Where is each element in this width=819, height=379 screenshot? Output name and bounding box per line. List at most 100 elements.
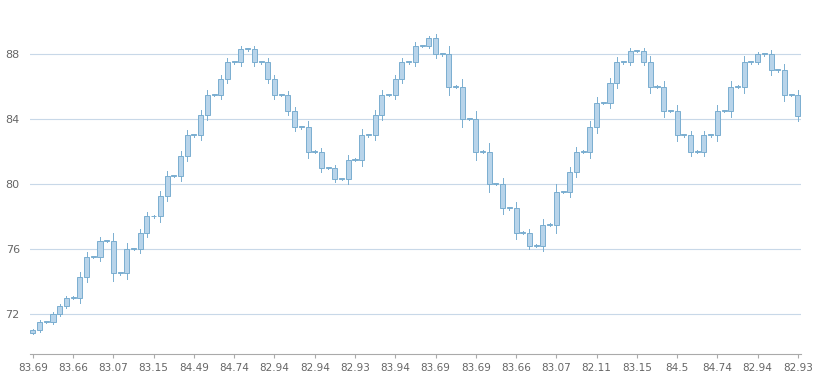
Bar	[211, 94, 216, 95]
Bar	[346, 160, 351, 179]
Bar	[459, 87, 465, 119]
Bar	[587, 127, 592, 152]
Bar	[272, 78, 277, 95]
Bar	[520, 232, 525, 233]
Bar	[789, 94, 794, 95]
Bar	[225, 63, 230, 78]
Bar	[574, 152, 579, 172]
Bar	[158, 196, 163, 216]
Bar	[419, 45, 424, 46]
Bar	[486, 152, 491, 184]
Bar	[97, 241, 102, 257]
Bar	[675, 111, 680, 135]
Bar	[621, 61, 626, 63]
Bar	[111, 241, 116, 273]
Bar	[77, 277, 83, 298]
Bar	[37, 322, 42, 330]
Bar	[144, 216, 150, 233]
Bar	[654, 86, 659, 87]
Bar	[360, 135, 364, 160]
Bar	[373, 115, 378, 135]
Bar	[715, 111, 720, 135]
Bar	[695, 150, 699, 152]
Bar	[64, 298, 69, 306]
Bar	[581, 150, 586, 152]
Bar	[339, 178, 344, 179]
Bar	[467, 118, 472, 119]
Bar	[728, 87, 733, 111]
Bar	[648, 63, 653, 87]
Bar	[795, 95, 800, 116]
Bar	[641, 51, 646, 63]
Bar	[51, 314, 56, 322]
Bar	[165, 176, 170, 196]
Bar	[333, 168, 337, 179]
Bar	[507, 207, 512, 208]
Bar	[205, 95, 210, 115]
Bar	[319, 152, 324, 168]
Bar	[701, 135, 707, 152]
Bar	[722, 110, 726, 111]
Bar	[84, 257, 89, 277]
Bar	[514, 208, 518, 233]
Bar	[534, 245, 539, 246]
Bar	[776, 69, 781, 70]
Bar	[480, 150, 485, 152]
Bar	[400, 63, 405, 78]
Bar	[232, 61, 237, 63]
Bar	[500, 184, 505, 208]
Bar	[688, 135, 693, 152]
Bar	[547, 224, 552, 225]
Bar	[493, 183, 499, 184]
Bar	[292, 111, 297, 127]
Bar	[104, 240, 109, 241]
Bar	[601, 102, 606, 103]
Bar	[473, 119, 478, 152]
Bar	[43, 321, 49, 322]
Bar	[661, 87, 666, 111]
Bar	[251, 49, 257, 63]
Bar	[406, 61, 411, 63]
Bar	[735, 86, 740, 87]
Bar	[312, 150, 317, 152]
Bar	[352, 159, 358, 160]
Bar	[594, 103, 600, 127]
Bar	[608, 83, 613, 103]
Bar	[219, 78, 224, 95]
Bar	[554, 192, 559, 225]
Bar	[57, 306, 62, 314]
Bar	[171, 175, 176, 176]
Bar	[138, 233, 143, 249]
Bar	[427, 38, 432, 46]
Bar	[326, 167, 331, 168]
Bar	[541, 225, 545, 246]
Bar	[782, 70, 787, 95]
Bar	[131, 248, 136, 249]
Bar	[278, 94, 283, 95]
Bar	[667, 110, 673, 111]
Bar	[198, 115, 203, 135]
Bar	[453, 86, 458, 87]
Bar	[749, 61, 753, 63]
Bar	[742, 63, 747, 87]
Bar	[299, 126, 304, 127]
Bar	[433, 38, 438, 54]
Bar	[762, 53, 767, 54]
Bar	[91, 256, 96, 257]
Bar	[30, 330, 35, 332]
Bar	[627, 51, 632, 63]
Bar	[446, 54, 451, 87]
Bar	[265, 63, 270, 78]
Bar	[124, 249, 129, 273]
Bar	[527, 233, 532, 246]
Bar	[379, 95, 384, 115]
Bar	[238, 49, 243, 63]
Bar	[185, 135, 190, 156]
Bar	[386, 94, 391, 95]
Bar	[768, 54, 774, 70]
Bar	[413, 46, 418, 63]
Bar	[614, 63, 619, 83]
Bar	[440, 53, 445, 54]
Bar	[70, 297, 75, 298]
Bar	[635, 50, 640, 51]
